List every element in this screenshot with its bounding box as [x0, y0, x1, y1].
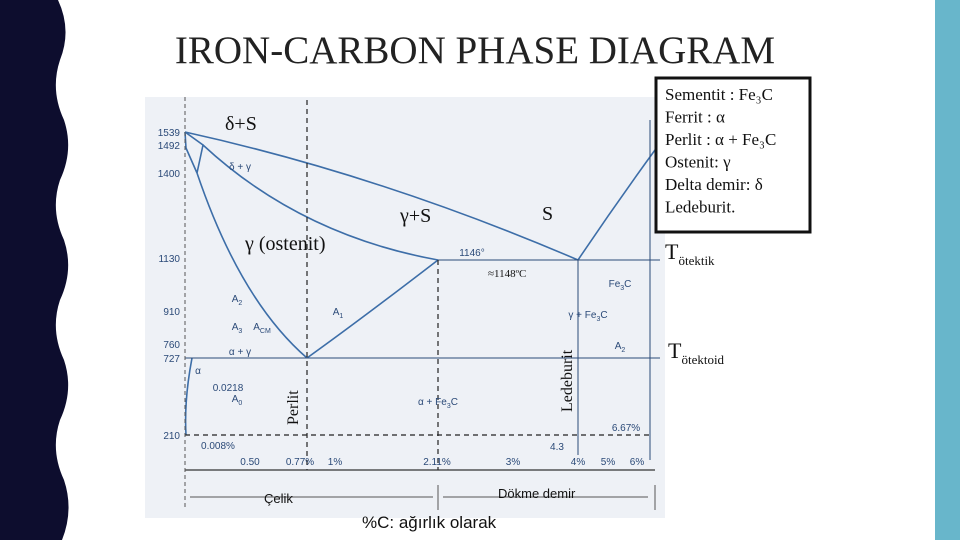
region-label-tail: C [624, 279, 631, 290]
legend-entry: Sementit : Fe₃C [665, 85, 773, 104]
point-label: 4.3 [550, 442, 564, 453]
right-band [935, 0, 960, 540]
composition-label: 4% [571, 457, 586, 468]
temperature-label: 760 [163, 340, 180, 351]
region-label-tail: C [600, 310, 607, 321]
slide-title: IRON-CARBON PHASE DIAGRAM [175, 29, 775, 72]
region-label: A2 [232, 294, 243, 307]
legend: Sementit : Fe₃C Ferrit : α Perlit : α + Fe… [654, 76, 812, 234]
region-label-tail: C [451, 397, 458, 408]
composition-label: 2.11% [423, 457, 451, 468]
solidus [202, 144, 439, 261]
region-label-text: α + γ [229, 347, 251, 358]
legend-entry: Delta demir: δ [665, 175, 763, 194]
point-label: 6.67% [612, 423, 640, 434]
temperature-label: 910 [163, 307, 180, 318]
region-label-sub: 2 [621, 347, 625, 354]
label-delta-s: δ+S [225, 113, 257, 135]
acm-line [306, 259, 439, 359]
label-subscript: ötektik [678, 253, 715, 268]
region-label-text: δ + γ [229, 162, 251, 173]
label-eutectic-temp: ≈1148ºC [488, 268, 526, 280]
label-cast-iron: Dökme demir [498, 486, 576, 501]
region-label: A0 [232, 394, 243, 407]
label-axis-note: %C: ağırlık olarak [362, 513, 497, 532]
liquidus-right [577, 149, 656, 261]
region-label-text: Fe [609, 279, 621, 290]
point-label: 1146° [459, 248, 485, 259]
liquidus [184, 131, 579, 261]
region-label-text: A [615, 341, 622, 352]
legend-entry: Ledeburit. [665, 198, 735, 217]
region-label: A2 [615, 341, 626, 354]
label-ledeburite: Ledeburit [559, 349, 576, 412]
region-label-sub: 3 [596, 316, 600, 323]
region-label: δ + γ [229, 162, 251, 173]
temperature-label: 727 [163, 354, 180, 365]
region-label-sub: 2 [238, 300, 242, 307]
composition-label: 0.008% [201, 441, 235, 452]
region-label-sub: 1 [339, 313, 343, 320]
label-symbol: T [665, 239, 679, 264]
label-eutectoid: Tötektoid [668, 338, 725, 367]
label-pearlite: Perlit [285, 390, 302, 425]
region-label: A1 [333, 307, 344, 320]
ferrite-solvus [184, 357, 193, 436]
label-austenite: γ (ostenit) [244, 233, 326, 255]
label-s: S [542, 203, 553, 225]
composition-label: 0.50 [240, 457, 260, 468]
legend-box [654, 76, 812, 234]
region-label-sub: 3 [238, 328, 242, 335]
region-label-text: A [333, 307, 340, 318]
region-label-sub: 0 [238, 400, 242, 407]
composition-label: 1% [328, 457, 343, 468]
composition-label: 0.77% [286, 457, 314, 468]
diagram-background [145, 97, 665, 518]
region-label-text: A [232, 322, 239, 333]
composition-label: 5% [601, 457, 616, 468]
annotations: δ+S γ (ostenit) γ+S S ≈1148ºC Perlit Ledeburit… [225, 113, 725, 532]
region-label-text: α + Fe [418, 397, 447, 408]
region-label: Fe3C [609, 279, 632, 292]
temperature-label: 1492 [158, 141, 181, 152]
temperature-label: 1130 [158, 254, 180, 265]
label-eutectic: Tötektik [665, 239, 715, 268]
label-symbol: T [668, 338, 682, 363]
temperature-label: 1400 [158, 169, 181, 180]
temperature-label: 1539 [158, 128, 181, 139]
left-band [0, 0, 69, 540]
region-label-sub: CM [260, 328, 271, 335]
a3-line [196, 172, 308, 359]
legend-entry: Ostenit: γ [665, 153, 731, 172]
label-gamma-s: γ+S [399, 205, 431, 227]
temperature-label: 210 [163, 431, 180, 442]
label-subscript: ötektoid [681, 352, 724, 367]
region-label-text: α [195, 366, 201, 377]
region-label: γ + Fe3C [568, 310, 607, 323]
composition-label: 6% [630, 457, 645, 468]
region-label-sub: 3 [447, 403, 451, 410]
region-label: α + Fe3C [418, 397, 458, 410]
legend-entry: Ferrit : α [665, 108, 725, 127]
region-label: α + γ [229, 347, 251, 358]
region-label-text: γ + Fe [568, 310, 597, 321]
region-label-text: A [232, 394, 239, 405]
composition-label: 3% [506, 457, 521, 468]
label-steel: Çelik [264, 491, 293, 506]
region-label-text: A [253, 322, 260, 333]
region-label: α [195, 366, 201, 377]
legend-entry: Perlit : α + Fe₃C [665, 130, 776, 149]
region-label: ACM [253, 322, 271, 335]
region-label-sub: 3 [620, 285, 624, 292]
region-label-text: A [232, 294, 239, 305]
point-label: 0.0218 [213, 383, 244, 394]
region-label: A3 [232, 322, 243, 335]
